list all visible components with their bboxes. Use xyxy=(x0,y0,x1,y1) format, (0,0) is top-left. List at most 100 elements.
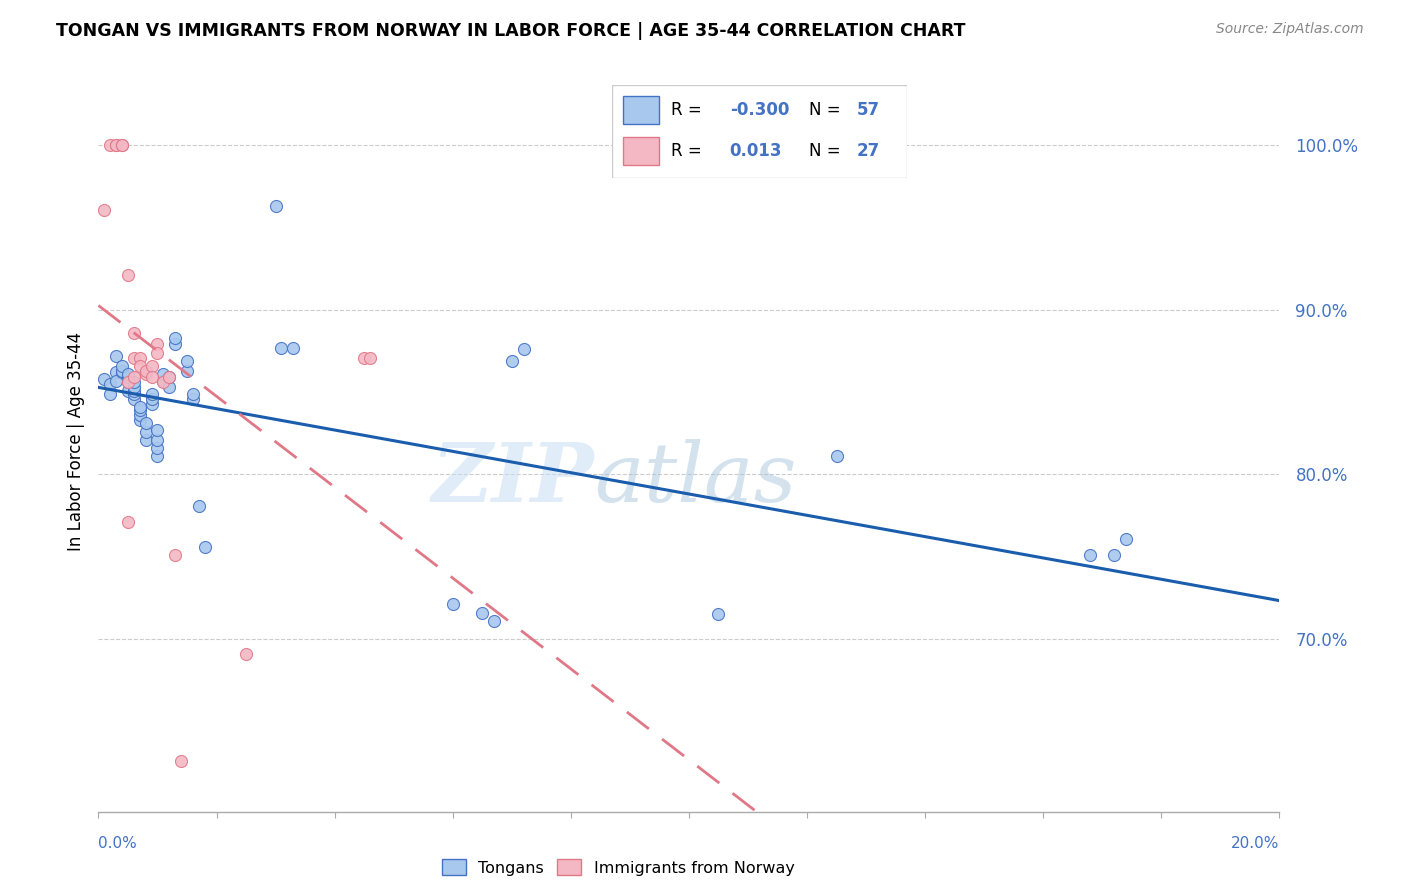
Point xyxy=(93,372,115,386)
Text: atlas: atlas xyxy=(595,439,797,518)
Point xyxy=(176,354,198,368)
Point xyxy=(105,374,128,388)
Point xyxy=(482,614,505,628)
Bar xyxy=(623,96,659,124)
Point xyxy=(270,341,292,355)
Point xyxy=(146,345,169,359)
Point xyxy=(152,376,174,390)
Point xyxy=(1080,548,1102,562)
Point xyxy=(128,413,150,427)
Point xyxy=(122,326,145,340)
Text: ZIP: ZIP xyxy=(432,439,595,518)
Point xyxy=(117,515,139,529)
Point xyxy=(111,364,134,378)
Bar xyxy=(623,137,659,165)
Point xyxy=(141,397,163,411)
Point xyxy=(170,754,193,768)
Point xyxy=(111,366,134,380)
Point xyxy=(157,370,180,384)
Point xyxy=(105,349,128,363)
Point xyxy=(128,351,150,365)
Text: 27: 27 xyxy=(856,142,880,161)
Point xyxy=(264,199,287,213)
Text: 0.013: 0.013 xyxy=(730,142,782,161)
Point xyxy=(111,138,134,153)
Point xyxy=(135,367,157,381)
Point xyxy=(501,354,523,368)
Point xyxy=(157,370,180,384)
Point xyxy=(98,376,121,391)
Point xyxy=(122,387,145,401)
Point xyxy=(122,384,145,398)
Legend: Tongans, Immigrants from Norway: Tongans, Immigrants from Norway xyxy=(436,853,801,882)
Point xyxy=(122,351,145,365)
Text: N =: N = xyxy=(810,101,846,119)
Point xyxy=(117,370,139,384)
Point xyxy=(146,423,169,437)
Point xyxy=(359,351,381,365)
Point xyxy=(146,337,169,351)
Point xyxy=(157,380,180,394)
Point xyxy=(441,598,464,612)
Text: N =: N = xyxy=(810,142,846,161)
Point xyxy=(141,387,163,401)
Point xyxy=(135,433,157,447)
Point xyxy=(122,376,145,390)
Text: 20.0%: 20.0% xyxy=(1232,837,1279,851)
Point xyxy=(146,433,169,447)
Point xyxy=(117,376,139,390)
Text: 0.0%: 0.0% xyxy=(98,837,138,851)
Point xyxy=(98,138,121,153)
Point xyxy=(122,370,145,384)
Y-axis label: In Labor Force | Age 35-44: In Labor Force | Age 35-44 xyxy=(66,332,84,551)
Point xyxy=(128,359,150,373)
Point xyxy=(707,607,730,622)
Point xyxy=(152,374,174,388)
Text: R =: R = xyxy=(671,142,711,161)
Point xyxy=(141,370,163,384)
Point xyxy=(117,376,139,390)
Point xyxy=(122,392,145,406)
Point xyxy=(1115,532,1137,546)
Text: 57: 57 xyxy=(856,101,880,119)
Point xyxy=(1102,548,1125,562)
Point xyxy=(181,392,204,406)
Point xyxy=(181,387,204,401)
Text: R =: R = xyxy=(671,101,707,119)
Point xyxy=(825,450,848,464)
Point xyxy=(117,367,139,381)
Text: Source: ZipAtlas.com: Source: ZipAtlas.com xyxy=(1216,22,1364,37)
Point xyxy=(117,384,139,398)
Point xyxy=(194,540,217,554)
Point xyxy=(187,499,209,513)
Point xyxy=(471,606,494,620)
Point xyxy=(93,202,115,217)
Point xyxy=(165,548,187,562)
Point xyxy=(353,351,375,365)
Point xyxy=(152,367,174,381)
Point xyxy=(128,403,150,417)
Point xyxy=(111,359,134,373)
Point xyxy=(117,268,139,283)
Point xyxy=(98,387,121,401)
Point xyxy=(146,450,169,464)
Point xyxy=(235,647,257,661)
Point xyxy=(111,138,134,153)
Point xyxy=(165,331,187,345)
Point xyxy=(105,366,128,380)
Point xyxy=(105,138,128,153)
Point xyxy=(122,380,145,394)
Point xyxy=(128,400,150,414)
Point xyxy=(146,441,169,455)
Point xyxy=(135,364,157,378)
Point xyxy=(176,364,198,378)
Point xyxy=(135,417,157,431)
Point xyxy=(141,359,163,373)
Point xyxy=(105,138,128,153)
Text: TONGAN VS IMMIGRANTS FROM NORWAY IN LABOR FORCE | AGE 35-44 CORRELATION CHART: TONGAN VS IMMIGRANTS FROM NORWAY IN LABO… xyxy=(56,22,966,40)
Text: -0.300: -0.300 xyxy=(730,101,789,119)
Point xyxy=(165,337,187,351)
Point xyxy=(135,425,157,439)
Point xyxy=(512,343,534,357)
Point xyxy=(128,408,150,422)
